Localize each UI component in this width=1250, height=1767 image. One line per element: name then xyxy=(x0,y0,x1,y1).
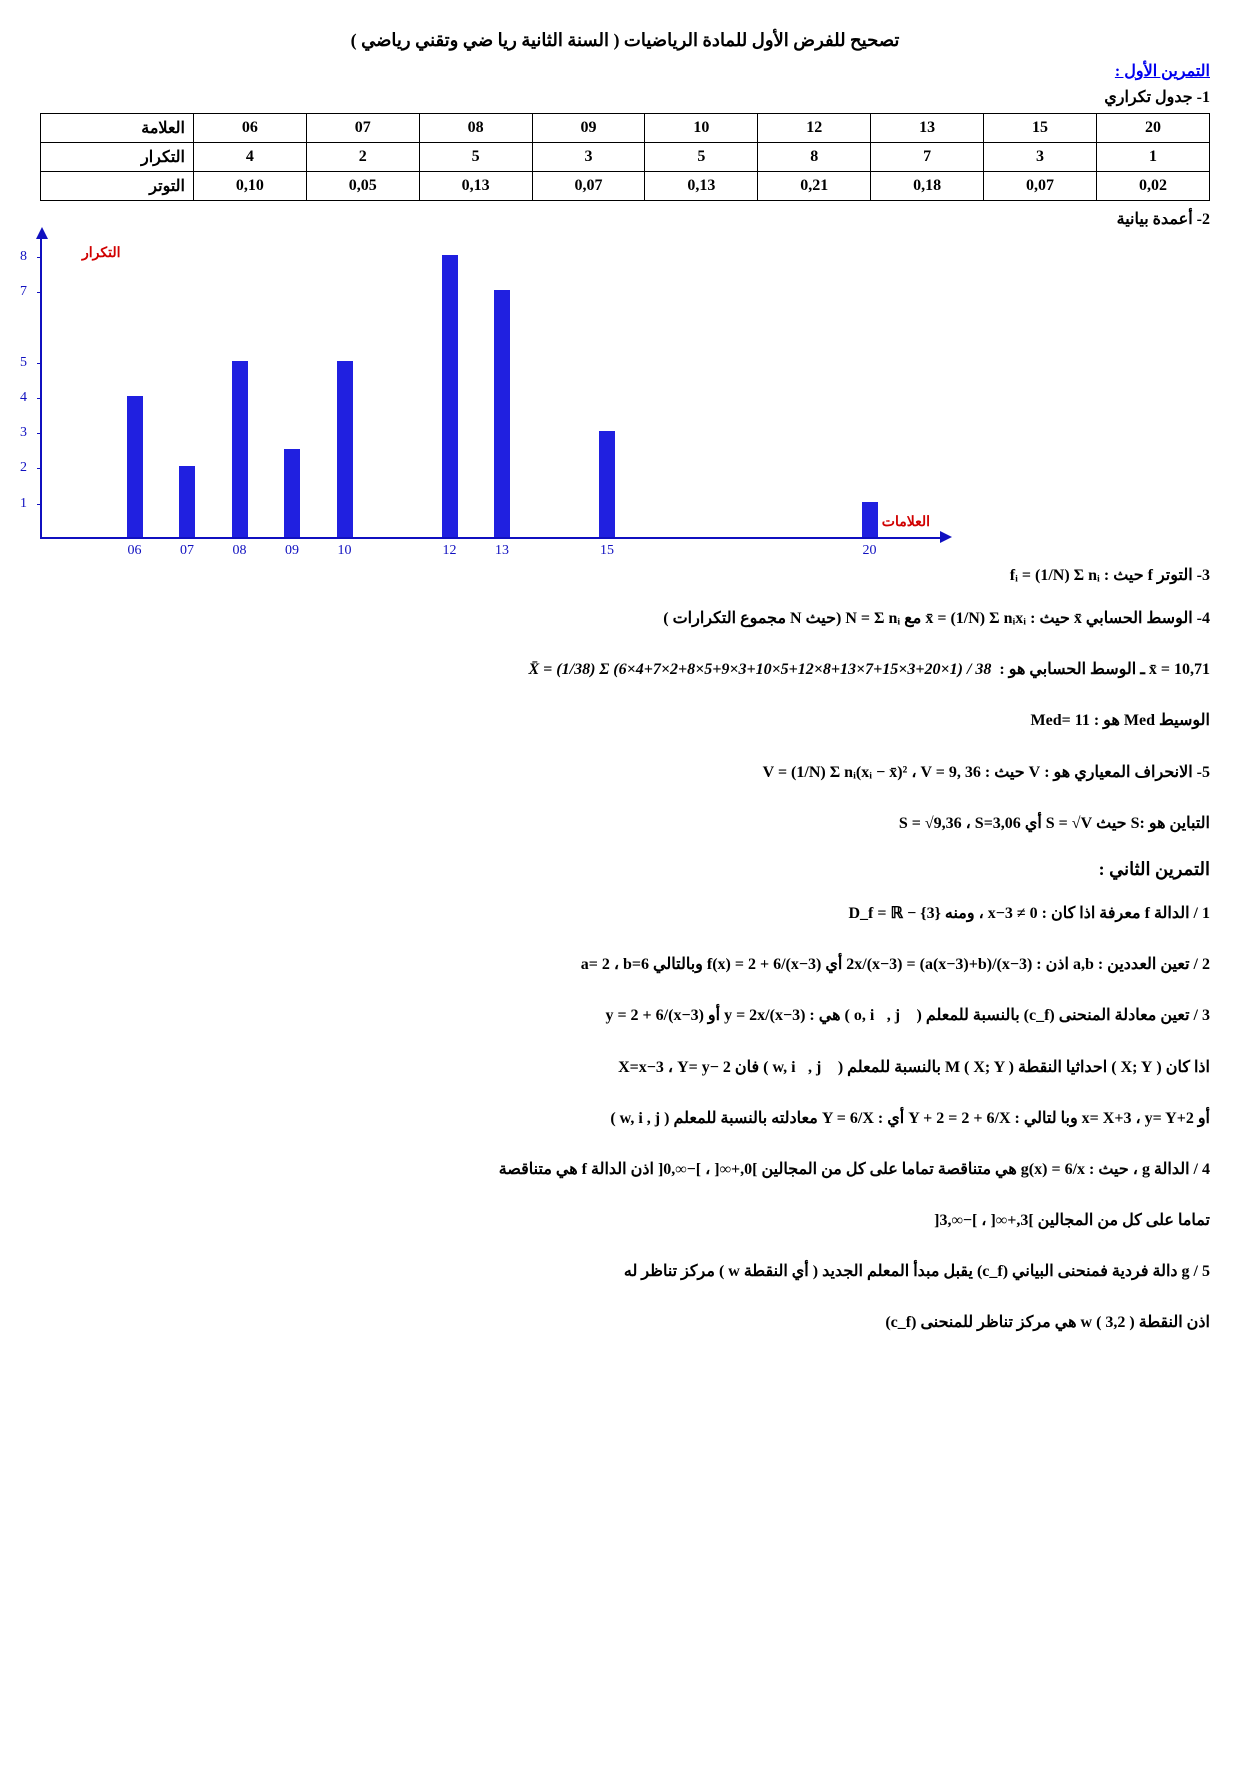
xtick-label: 06 xyxy=(128,543,142,559)
ytick-label: 7 xyxy=(20,284,27,300)
table-cell: 09 xyxy=(532,114,645,143)
xtick-label: 12 xyxy=(443,543,457,559)
table-cell: 13 xyxy=(871,114,984,143)
exercise1-link: التمرين الأول : xyxy=(40,61,1210,81)
ex2-cond: اذا كان ( X; Y ) احداثيا النقطة M ( X; Y… xyxy=(40,1050,1210,1085)
table-cell: 2 xyxy=(306,143,419,172)
xtick-label: 10 xyxy=(338,543,352,559)
line-5b: التباين هو :S حيث S = √V أي S = √9,36 ، … xyxy=(40,806,1210,841)
table-cell: 4 xyxy=(193,143,306,172)
row-header: التوتر xyxy=(41,172,194,201)
sub1: 1- جدول تكراري xyxy=(40,87,1210,107)
xtick-label: 13 xyxy=(495,543,509,559)
ytick-label: 1 xyxy=(20,496,27,512)
table-cell: 3 xyxy=(532,143,645,172)
table-cell: 10 xyxy=(645,114,758,143)
xtick-label: 20 xyxy=(863,543,877,559)
bar xyxy=(232,361,248,537)
bar xyxy=(179,466,195,537)
xtick-label: 07 xyxy=(180,543,194,559)
table-cell: 7 xyxy=(871,143,984,172)
line-5a: 5- الانحراف المعياري هو : V حيث : V = (1… xyxy=(40,755,1210,790)
ytick-label: 8 xyxy=(20,249,27,265)
chart-x-label: العلامات xyxy=(882,514,930,531)
table-cell: 07 xyxy=(306,114,419,143)
bar-chart: التكرار العلامات 12345780607080910121315… xyxy=(40,239,1210,585)
ex2-2: 2 / تعين العددين : a,b اذن : 2x/(x−3) = … xyxy=(40,947,1210,982)
table-cell: 0,10 xyxy=(193,172,306,201)
y-arrow-icon xyxy=(36,227,48,239)
chart-y-label: التكرار xyxy=(82,245,121,262)
bar xyxy=(862,502,878,537)
xtick-label: 09 xyxy=(285,543,299,559)
table-cell: 08 xyxy=(419,114,532,143)
table-cell: 0,18 xyxy=(871,172,984,201)
frequency-table: العلامة060708091012131520التكرار42535873… xyxy=(40,113,1210,201)
ex2-4: 4 / الدالة g ، حيث : g(x) = 6/x هي متناق… xyxy=(40,1152,1210,1187)
bar xyxy=(442,255,458,537)
line-4b-prefix: x̄ = 10,71 ـ الوسط الحسابي هو : xyxy=(999,661,1210,678)
table-cell: 0,13 xyxy=(645,172,758,201)
sub2: 2- أعمدة بيانية xyxy=(40,209,1210,229)
table-cell: 5 xyxy=(645,143,758,172)
ex2-or: أو x= X+3 ، y= Y+2 وبا لتالي : Y + 2 = 2… xyxy=(40,1101,1210,1136)
bar xyxy=(127,396,143,537)
table-cell: 1 xyxy=(1096,143,1209,172)
table-cell: 3 xyxy=(984,143,1097,172)
table-cell: 12 xyxy=(758,114,871,143)
line-4c: الوسيط Med هو : Med= 11 xyxy=(40,703,1210,738)
ytick-label: 3 xyxy=(20,425,27,441)
row-header: التكرار xyxy=(41,143,194,172)
line-4b-frac: X̄ = (1/38) Σ (6×4+7×2+8×5+9×3+10×5+12×8… xyxy=(529,652,992,687)
ytick-label: 4 xyxy=(20,390,27,406)
table-cell: 06 xyxy=(193,114,306,143)
table-cell: 5 xyxy=(419,143,532,172)
table-cell: 0,13 xyxy=(419,172,532,201)
ex2-3: 3 / تعين معادلة المنحنى (c_f) بالنسبة لل… xyxy=(40,998,1210,1033)
table-cell: 15 xyxy=(984,114,1097,143)
ex2-5b: اذن النقطة ( w ( 3,2 هي مركز تناظر للمنح… xyxy=(40,1305,1210,1340)
row-header: العلامة xyxy=(41,114,194,143)
ex2-4b: تماما على كل من المجالين ]3,+∞[ ، ]−∞,3[ xyxy=(40,1203,1210,1238)
bar xyxy=(337,361,353,537)
table-cell: 0,07 xyxy=(984,172,1097,201)
bar xyxy=(494,290,510,537)
table-cell: 0,05 xyxy=(306,172,419,201)
ytick-label: 5 xyxy=(20,355,27,371)
table-cell: 0,02 xyxy=(1096,172,1209,201)
bar xyxy=(599,431,615,537)
ex2-1: 1 / الدالة f معرفة اذا كان : x−3 ≠ 0 ، و… xyxy=(40,896,1210,931)
ex2-5: 5 / g دالة فردية فمنحنى البياني (c_f) يق… xyxy=(40,1254,1210,1289)
table-cell: 0,21 xyxy=(758,172,871,201)
line-4a: 4- الوسط الحسابي x̄ حيث : x̄ = (1/N) Σ n… xyxy=(40,601,1210,636)
exercise2-head: التمرين الثاني : xyxy=(40,859,1210,880)
line-4b: x̄ = 10,71 ـ الوسط الحسابي هو : X̄ = (1/… xyxy=(40,652,1210,687)
table-cell: 0,07 xyxy=(532,172,645,201)
doc-title: تصحيح للفرض الأول للمادة الرياضيات ( الس… xyxy=(40,30,1210,51)
bar xyxy=(284,449,300,537)
xtick-label: 08 xyxy=(233,543,247,559)
table-cell: 8 xyxy=(758,143,871,172)
line-3: 3- التوتر f حيث : fᵢ = (1/N) Σ nᵢ xyxy=(40,565,1210,585)
ytick-label: 2 xyxy=(20,460,27,476)
x-arrow-icon xyxy=(940,531,952,543)
table-cell: 20 xyxy=(1096,114,1209,143)
xtick-label: 15 xyxy=(600,543,614,559)
